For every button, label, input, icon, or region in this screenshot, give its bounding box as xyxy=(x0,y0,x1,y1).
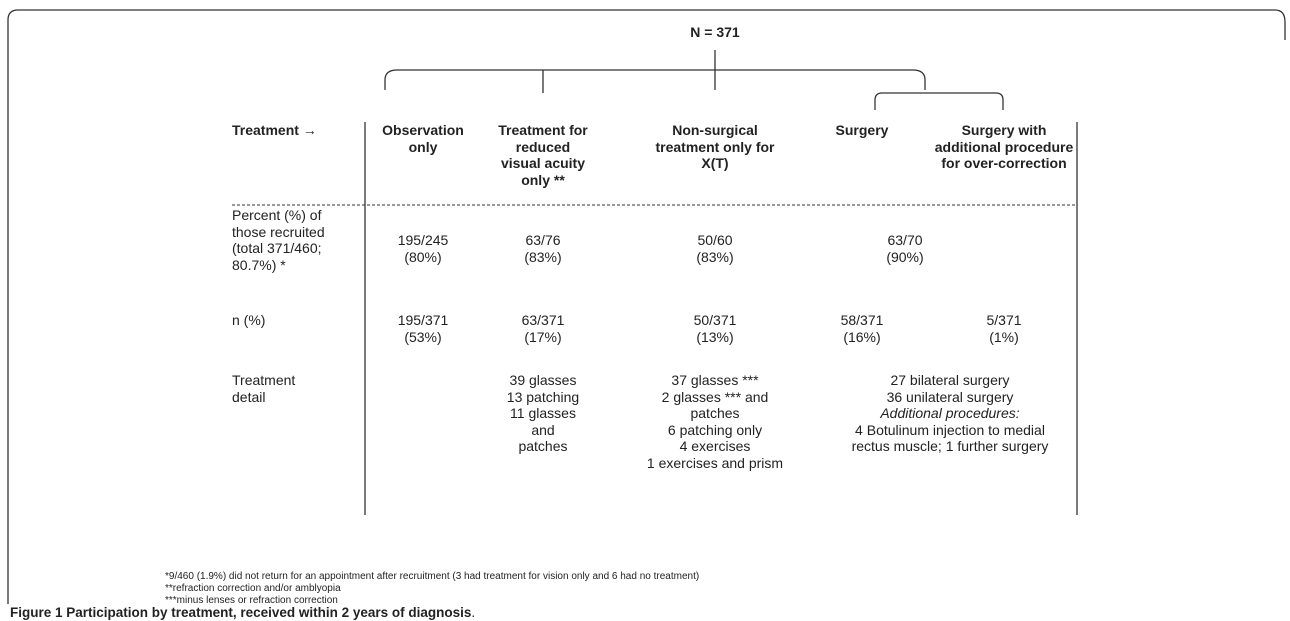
text-line: 1 exercises and prism xyxy=(646,454,784,471)
text-line: n (%) xyxy=(232,312,266,328)
cell: 5/371 (1%) xyxy=(986,312,1021,345)
text-line: only xyxy=(408,138,438,155)
text-line: 195/245 xyxy=(397,232,449,248)
text-line: (16%) xyxy=(843,328,881,345)
text-line: 36 unilateral surgery xyxy=(886,388,1014,405)
column-header: Treatment for reduced visual acuity only ** xyxy=(498,122,587,188)
footnote: ***minus lenses or refraction correction xyxy=(165,595,338,606)
text-line: Surgery xyxy=(835,122,889,138)
brace xyxy=(384,69,926,90)
text-line: 80.7%) * xyxy=(232,256,286,273)
text-line: 63/371 xyxy=(521,312,565,328)
text-line: (total 371/460; xyxy=(232,240,322,256)
cell: 50/60 (83%) xyxy=(696,232,733,265)
text-line: X(T) xyxy=(701,155,729,171)
text-line: (80%) xyxy=(404,248,442,265)
text-line: reduced xyxy=(515,138,571,155)
text-line: 37 glasses *** xyxy=(671,372,759,388)
frame xyxy=(7,9,1286,604)
text-line: 63/76 xyxy=(525,232,561,248)
text-line: patches xyxy=(518,438,568,454)
text-line: Surgery with xyxy=(961,122,1047,138)
text-line: Additional procedures: xyxy=(880,405,1020,421)
text-line: (13%) xyxy=(696,328,734,345)
cell: 27 bilateral surgery 36 unilateral surger… xyxy=(852,372,1049,455)
text-line: 50/60 xyxy=(697,232,733,248)
text-line: treatment only for xyxy=(655,138,775,155)
column-header: Surgery xyxy=(836,122,889,139)
text-line: visual acuity xyxy=(500,155,586,171)
text-line: 195/371 xyxy=(397,312,449,328)
column-header: Surgery with additional procedure for over… xyxy=(935,122,1073,172)
text-line: additional procedure xyxy=(934,138,1074,155)
text-line: Observation xyxy=(382,122,464,138)
text-line: Treatment xyxy=(232,372,296,388)
caption: Figure 1 Participation by treatment, rec… xyxy=(10,605,475,620)
text-line: 2 glasses *** and xyxy=(661,388,769,405)
text-line: (83%) xyxy=(696,248,734,265)
cell: 63/76 (83%) xyxy=(524,232,561,265)
text-line: (83%) xyxy=(524,248,562,265)
text-line: 39 glasses xyxy=(509,372,577,388)
text-line: 58/371 xyxy=(840,312,884,328)
text-line: detail xyxy=(232,388,266,405)
cell: 195/371 (53%) xyxy=(398,312,449,345)
column-header: Observation only xyxy=(382,122,464,155)
text-line: only ** xyxy=(521,171,565,188)
text-line: (17%) xyxy=(524,328,562,345)
text-line: 63/70 xyxy=(887,232,923,248)
text-line: 6 patching only xyxy=(667,421,763,438)
text-line: 5/371 xyxy=(986,312,1022,328)
caption-end: . xyxy=(471,605,476,620)
text-line: Percent (%) of xyxy=(232,207,322,223)
row-label: n (%) xyxy=(232,312,265,329)
cell: 63/371 (17%) xyxy=(522,312,565,345)
text-line: 4 Botulinum injection to medial xyxy=(855,421,1045,438)
text-line: Non-surgical xyxy=(672,122,758,138)
brace xyxy=(874,92,1004,110)
cell: 50/371 (13%) xyxy=(694,312,737,345)
cell: 39 glasses 13 patching 11 glasses and patche… xyxy=(507,372,579,455)
cell: 37 glasses *** 2 glasses *** and patches 6 … xyxy=(647,372,783,471)
row-label: Percent (%) of those recruited (total 371/… xyxy=(232,207,325,273)
text-line: (1%) xyxy=(989,328,1019,345)
text-line: 50/371 xyxy=(693,312,737,328)
text-line: 4 exercises xyxy=(679,438,751,454)
text-line: and xyxy=(531,421,555,438)
cell: 58/371 (16%) xyxy=(841,312,884,345)
text-line: (53%) xyxy=(404,328,442,345)
text-line: 13 patching xyxy=(506,388,580,405)
text-line: for over-correction xyxy=(941,155,1067,171)
column-header: Non-surgical treatment only for X(T) xyxy=(655,122,774,172)
cell: 63/70 (90%) xyxy=(886,232,923,265)
caption-label: Figure 1 xyxy=(10,605,63,620)
text-line: rectus muscle; 1 further surgery xyxy=(851,438,1049,454)
treatment-label: Treatment → xyxy=(232,122,317,138)
row-label: Treatment detail xyxy=(232,372,295,405)
footnote: **refraction correction and/or amblyopia xyxy=(165,583,341,594)
text-line: Treatment for xyxy=(498,122,588,138)
caption-title: Participation by treatment, received wit… xyxy=(66,605,472,620)
n-total: N = 371 xyxy=(690,24,740,40)
text-line: 11 glasses xyxy=(510,405,576,421)
text-line: those recruited xyxy=(232,223,325,240)
cell: 195/245 (80%) xyxy=(398,232,449,265)
text-line: patches xyxy=(690,405,740,421)
footnote: *9/460 (1.9%) did not return for an appo… xyxy=(165,571,700,582)
text-line: 27 bilateral surgery xyxy=(890,372,1010,388)
text-line: (90%) xyxy=(886,248,924,265)
